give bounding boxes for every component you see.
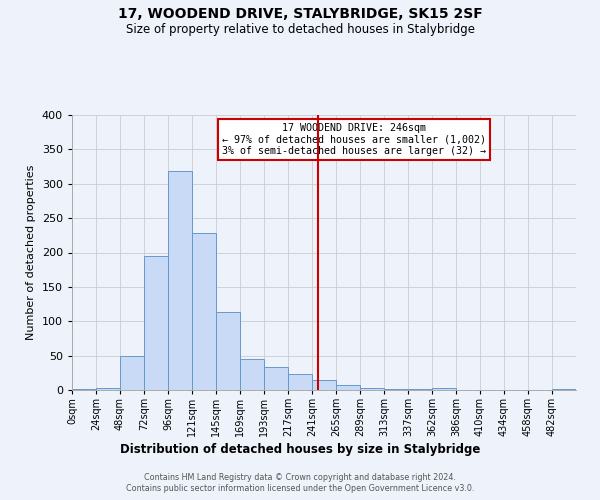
Bar (192, 233, 216, 390)
Bar (336, 385, 360, 390)
Text: Contains public sector information licensed under the Open Government Licence v3: Contains public sector information licen… (126, 484, 474, 493)
Bar (312, 380, 336, 390)
Bar (216, 312, 240, 390)
Bar (168, 172, 192, 390)
Text: Contains HM Land Registry data © Crown copyright and database right 2024.: Contains HM Land Registry data © Crown c… (144, 472, 456, 482)
Text: Size of property relative to detached houses in Stalybridge: Size of property relative to detached ho… (125, 22, 475, 36)
Bar (120, 356, 144, 390)
Bar (264, 366, 288, 390)
Text: Distribution of detached houses by size in Stalybridge: Distribution of detached houses by size … (120, 442, 480, 456)
Bar (72, 388, 96, 390)
Y-axis label: Number of detached properties: Number of detached properties (26, 165, 36, 340)
Text: 17 WOODEND DRIVE: 246sqm
← 97% of detached houses are smaller (1,002)
3% of semi: 17 WOODEND DRIVE: 246sqm ← 97% of detach… (222, 123, 486, 156)
Bar (144, 256, 168, 390)
Bar (360, 388, 384, 390)
Bar (288, 374, 312, 390)
Text: 17, WOODEND DRIVE, STALYBRIDGE, SK15 2SF: 17, WOODEND DRIVE, STALYBRIDGE, SK15 2SF (118, 8, 482, 22)
Bar (240, 359, 264, 390)
Bar (384, 388, 408, 390)
Bar (432, 388, 456, 390)
Bar (96, 388, 120, 390)
